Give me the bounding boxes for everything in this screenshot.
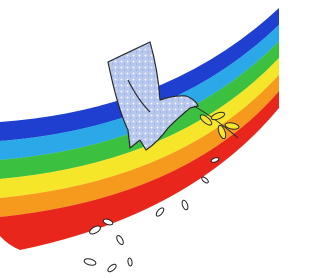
page [0,0,320,278]
petal [83,258,96,267]
petal [127,258,132,267]
petal [181,199,189,210]
petal [115,234,124,245]
petal [201,176,210,184]
illustration [0,0,279,278]
petal [107,263,118,273]
petal [155,207,165,218]
